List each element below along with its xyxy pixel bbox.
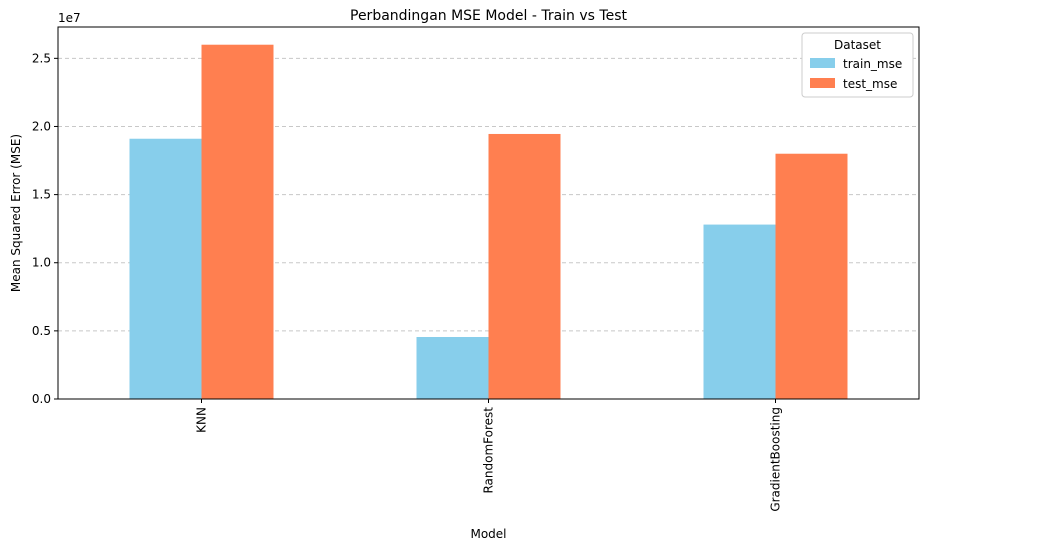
x-tick-label: GradientBoosting [769,407,783,512]
y-axis-label: Mean Squared Error (MSE) [9,134,23,292]
y-tick-label: 2.0 [32,119,51,133]
y-tick-label: 0.0 [32,392,51,406]
x-axis: KNN RandomForest GradientBoosting [195,399,783,512]
y-tick-label: 2.5 [32,51,51,65]
bar-test_mse-KNN [201,44,274,399]
bars-group [129,44,848,399]
bar-train_mse-RandomForest [416,337,489,399]
bar-test_mse-RandomForest [488,133,561,399]
x-tick-label: RandomForest [482,407,496,494]
legend-swatch-test_mse [810,78,835,88]
legend-title: Dataset [834,38,881,52]
y-offset-label: 1e7 [58,11,81,25]
bar-train_mse-KNN [129,138,202,399]
bar-train_mse-GradientBoosting [703,224,776,399]
legend-label-test_mse: test_mse [843,77,897,91]
y-tick-label: 1.5 [32,188,51,202]
legend: Dataset train_mse test_mse [801,32,914,98]
legend-label-train_mse: train_mse [843,57,902,71]
legend-swatch-train_mse [810,58,835,68]
y-tick-label: 1.0 [32,256,51,270]
x-axis-label: Model [470,527,506,541]
y-tick-label: 0.5 [32,324,51,338]
bar-test_mse-GradientBoosting [775,153,848,399]
chart-title: Perbandingan MSE Model - Train vs Test [350,8,627,24]
x-tick-label: KNN [195,407,209,433]
y-axis: 0.0 0.5 1.0 1.5 2.0 2.5 [32,51,58,406]
